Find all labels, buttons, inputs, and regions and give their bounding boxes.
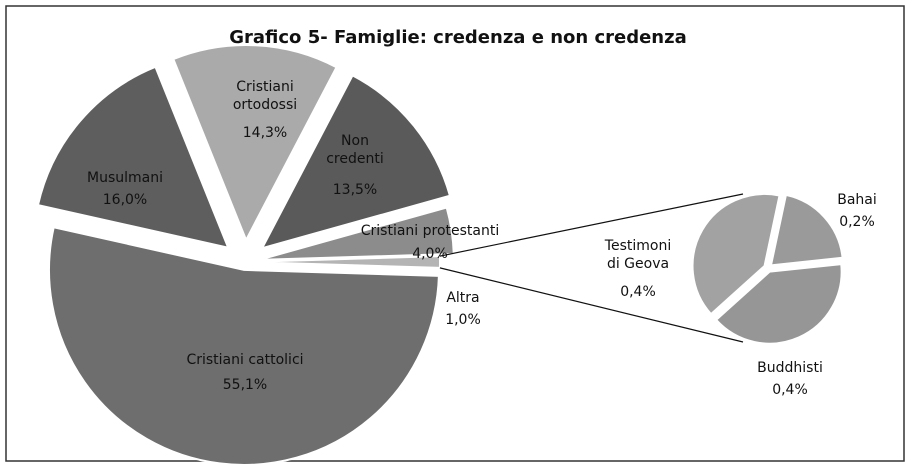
connector-line bbox=[439, 267, 744, 343]
slice-label: Altra bbox=[446, 290, 479, 306]
pie-slice bbox=[714, 263, 843, 345]
slice-label: Musulmani bbox=[87, 170, 163, 186]
connector-line bbox=[439, 193, 744, 257]
value-label: 16,0% bbox=[103, 192, 147, 208]
pie-slice bbox=[48, 226, 440, 466]
pie-slice bbox=[244, 255, 442, 269]
chart-title: Grafico 5- Famiglie: credenza e non cred… bbox=[229, 27, 687, 48]
slice-label: Non credenti bbox=[326, 133, 384, 167]
value-label: 0,2% bbox=[839, 214, 875, 230]
pie-slice bbox=[691, 193, 781, 316]
slice-label: Buddhisti bbox=[757, 360, 823, 376]
pie-slice bbox=[769, 193, 844, 267]
pie-slice bbox=[258, 206, 455, 261]
pie-slice bbox=[36, 65, 230, 250]
slice-label: Testimoni di Geova bbox=[604, 238, 671, 272]
slice-label: Bahai bbox=[837, 192, 877, 208]
pie-slice bbox=[172, 44, 338, 243]
slice-label: Cristiani protestanti bbox=[361, 223, 500, 239]
value-label: 13,5% bbox=[333, 182, 377, 198]
value-label: 55,1% bbox=[223, 377, 267, 393]
slice-label: Cristiani ortodossi bbox=[233, 79, 297, 113]
pie-slice bbox=[260, 74, 452, 250]
value-label: 0,4% bbox=[772, 382, 808, 398]
value-label: 0,4% bbox=[620, 284, 656, 300]
value-label: 14,3% bbox=[243, 125, 287, 141]
value-label: 4,0% bbox=[412, 246, 448, 262]
value-label: 1,0% bbox=[445, 312, 481, 328]
slice-label: Cristiani cattolici bbox=[186, 352, 303, 368]
